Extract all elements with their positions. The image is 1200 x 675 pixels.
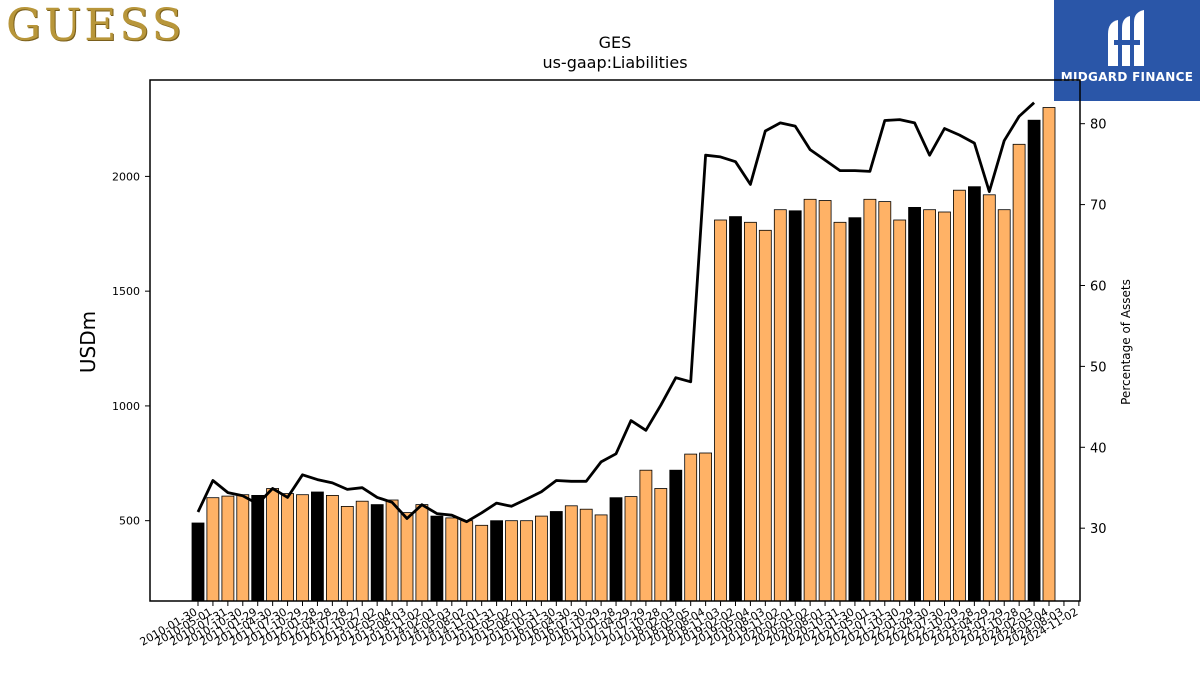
bar-2012-07-28: [340, 505, 354, 602]
bar-2010-07-31: [221, 495, 235, 602]
bar-2015-01-31: [490, 520, 504, 602]
bar-2017-10-28: [654, 488, 668, 602]
bar-2019-02-02: [729, 216, 742, 602]
plot-frame: [149, 79, 1081, 602]
bar-2016-01-30: [549, 511, 563, 602]
bar-2021-07-31: [878, 201, 892, 602]
axes: 5001000150020003040506070802010-01-30201…: [112, 79, 1107, 649]
bar-2017-07-29: [639, 469, 653, 602]
bar-2020-08-01: [818, 200, 832, 602]
bar-2020-10-31: [833, 221, 847, 602]
chart-subtitle: us-gaap:Liabilities: [542, 53, 687, 72]
bar-2020-05-02: [803, 198, 817, 602]
bar-2018-02-03: [669, 469, 683, 602]
bar-2018-05-05: [684, 453, 698, 602]
chart-title: GES: [599, 33, 632, 52]
y-tick-label: 1000: [112, 400, 140, 413]
bar-2022-07-30: [938, 211, 951, 602]
bar-2011-10-29: [296, 494, 309, 602]
bar-2023-01-28: [968, 186, 981, 602]
bar-2015-10-31: [535, 515, 548, 602]
y-tick-label: 500: [119, 515, 140, 528]
midgard-finance-logo: MIDGARD FINANCE: [1054, 0, 1200, 101]
bar-2013-05-04: [385, 499, 399, 602]
bar-2024-05-04: [1042, 107, 1056, 602]
bar-2023-10-28: [1012, 143, 1026, 602]
bar-2012-10-27: [355, 500, 369, 602]
midgard-finance-wordmark: MIDGARD FINANCE: [1060, 70, 1194, 84]
bar-2020-02-01: [788, 210, 802, 602]
y2-tick-label: 60: [1090, 279, 1107, 294]
midgard-mark-icon: [1108, 10, 1144, 66]
y2-axis-label: Percentage of Assets: [1119, 279, 1133, 405]
bar-2021-05-01: [863, 198, 877, 602]
bar-2014-08-02: [460, 520, 474, 602]
bar-2024-02-03: [1027, 119, 1041, 602]
bar-2017-01-28: [609, 497, 623, 602]
bar-2011-04-30: [266, 488, 280, 602]
bar-2013-02-02: [370, 504, 384, 602]
bar-2011-01-29: [251, 494, 265, 602]
bar-2013-08-03: [400, 512, 414, 602]
line-series: [196, 101, 1036, 524]
bar-2012-04-28: [325, 494, 339, 602]
bar-2014-05-03: [445, 517, 459, 602]
percentage-line: [196, 101, 1036, 524]
y2-tick-label: 50: [1090, 360, 1107, 375]
bar-2012-01-28: [310, 491, 324, 602]
bar-2017-04-29: [624, 496, 638, 602]
bar-2015-08-01: [520, 520, 533, 602]
bar-2021-10-30: [893, 219, 907, 602]
bar-2021-01-30: [848, 217, 862, 602]
guess-logo: GUESS: [6, 0, 185, 51]
bar-2019-05-04: [744, 221, 757, 602]
y-tick-label: 2000: [112, 170, 140, 183]
bar-2022-04-30: [923, 209, 936, 602]
y-tick-label: 1500: [112, 285, 140, 298]
bar-2011-07-30: [281, 493, 295, 602]
y2-tick-label: 40: [1090, 441, 1107, 456]
y2-tick-label: 30: [1090, 522, 1107, 537]
bar-2022-01-29: [908, 206, 921, 602]
bar-2016-10-29: [594, 514, 608, 602]
bar-2010-05-01: [206, 497, 220, 602]
bar-2013-11-02: [415, 504, 429, 602]
bar-2023-04-29: [982, 194, 996, 602]
bar-2010-10-30: [236, 494, 250, 602]
bar-2014-02-01: [430, 515, 444, 602]
bar-series: [191, 107, 1056, 602]
bar-2022-10-29: [953, 189, 966, 602]
bar-2015-05-02: [505, 520, 518, 602]
bar-2018-08-04: [699, 452, 712, 602]
bar-2014-11-01: [475, 524, 489, 602]
bar-2023-07-29: [997, 209, 1011, 602]
y2-tick-label: 70: [1090, 199, 1107, 214]
bar-2010-01-30: [191, 522, 205, 602]
bar-2019-08-03: [758, 229, 772, 602]
bar-2016-07-30: [579, 508, 593, 602]
bar-2018-11-03: [714, 219, 727, 602]
y-axis-label: USDm: [76, 311, 100, 373]
y2-tick-label: 80: [1090, 118, 1107, 133]
bar-2016-04-30: [564, 505, 578, 602]
bar-2019-11-02: [773, 209, 787, 602]
